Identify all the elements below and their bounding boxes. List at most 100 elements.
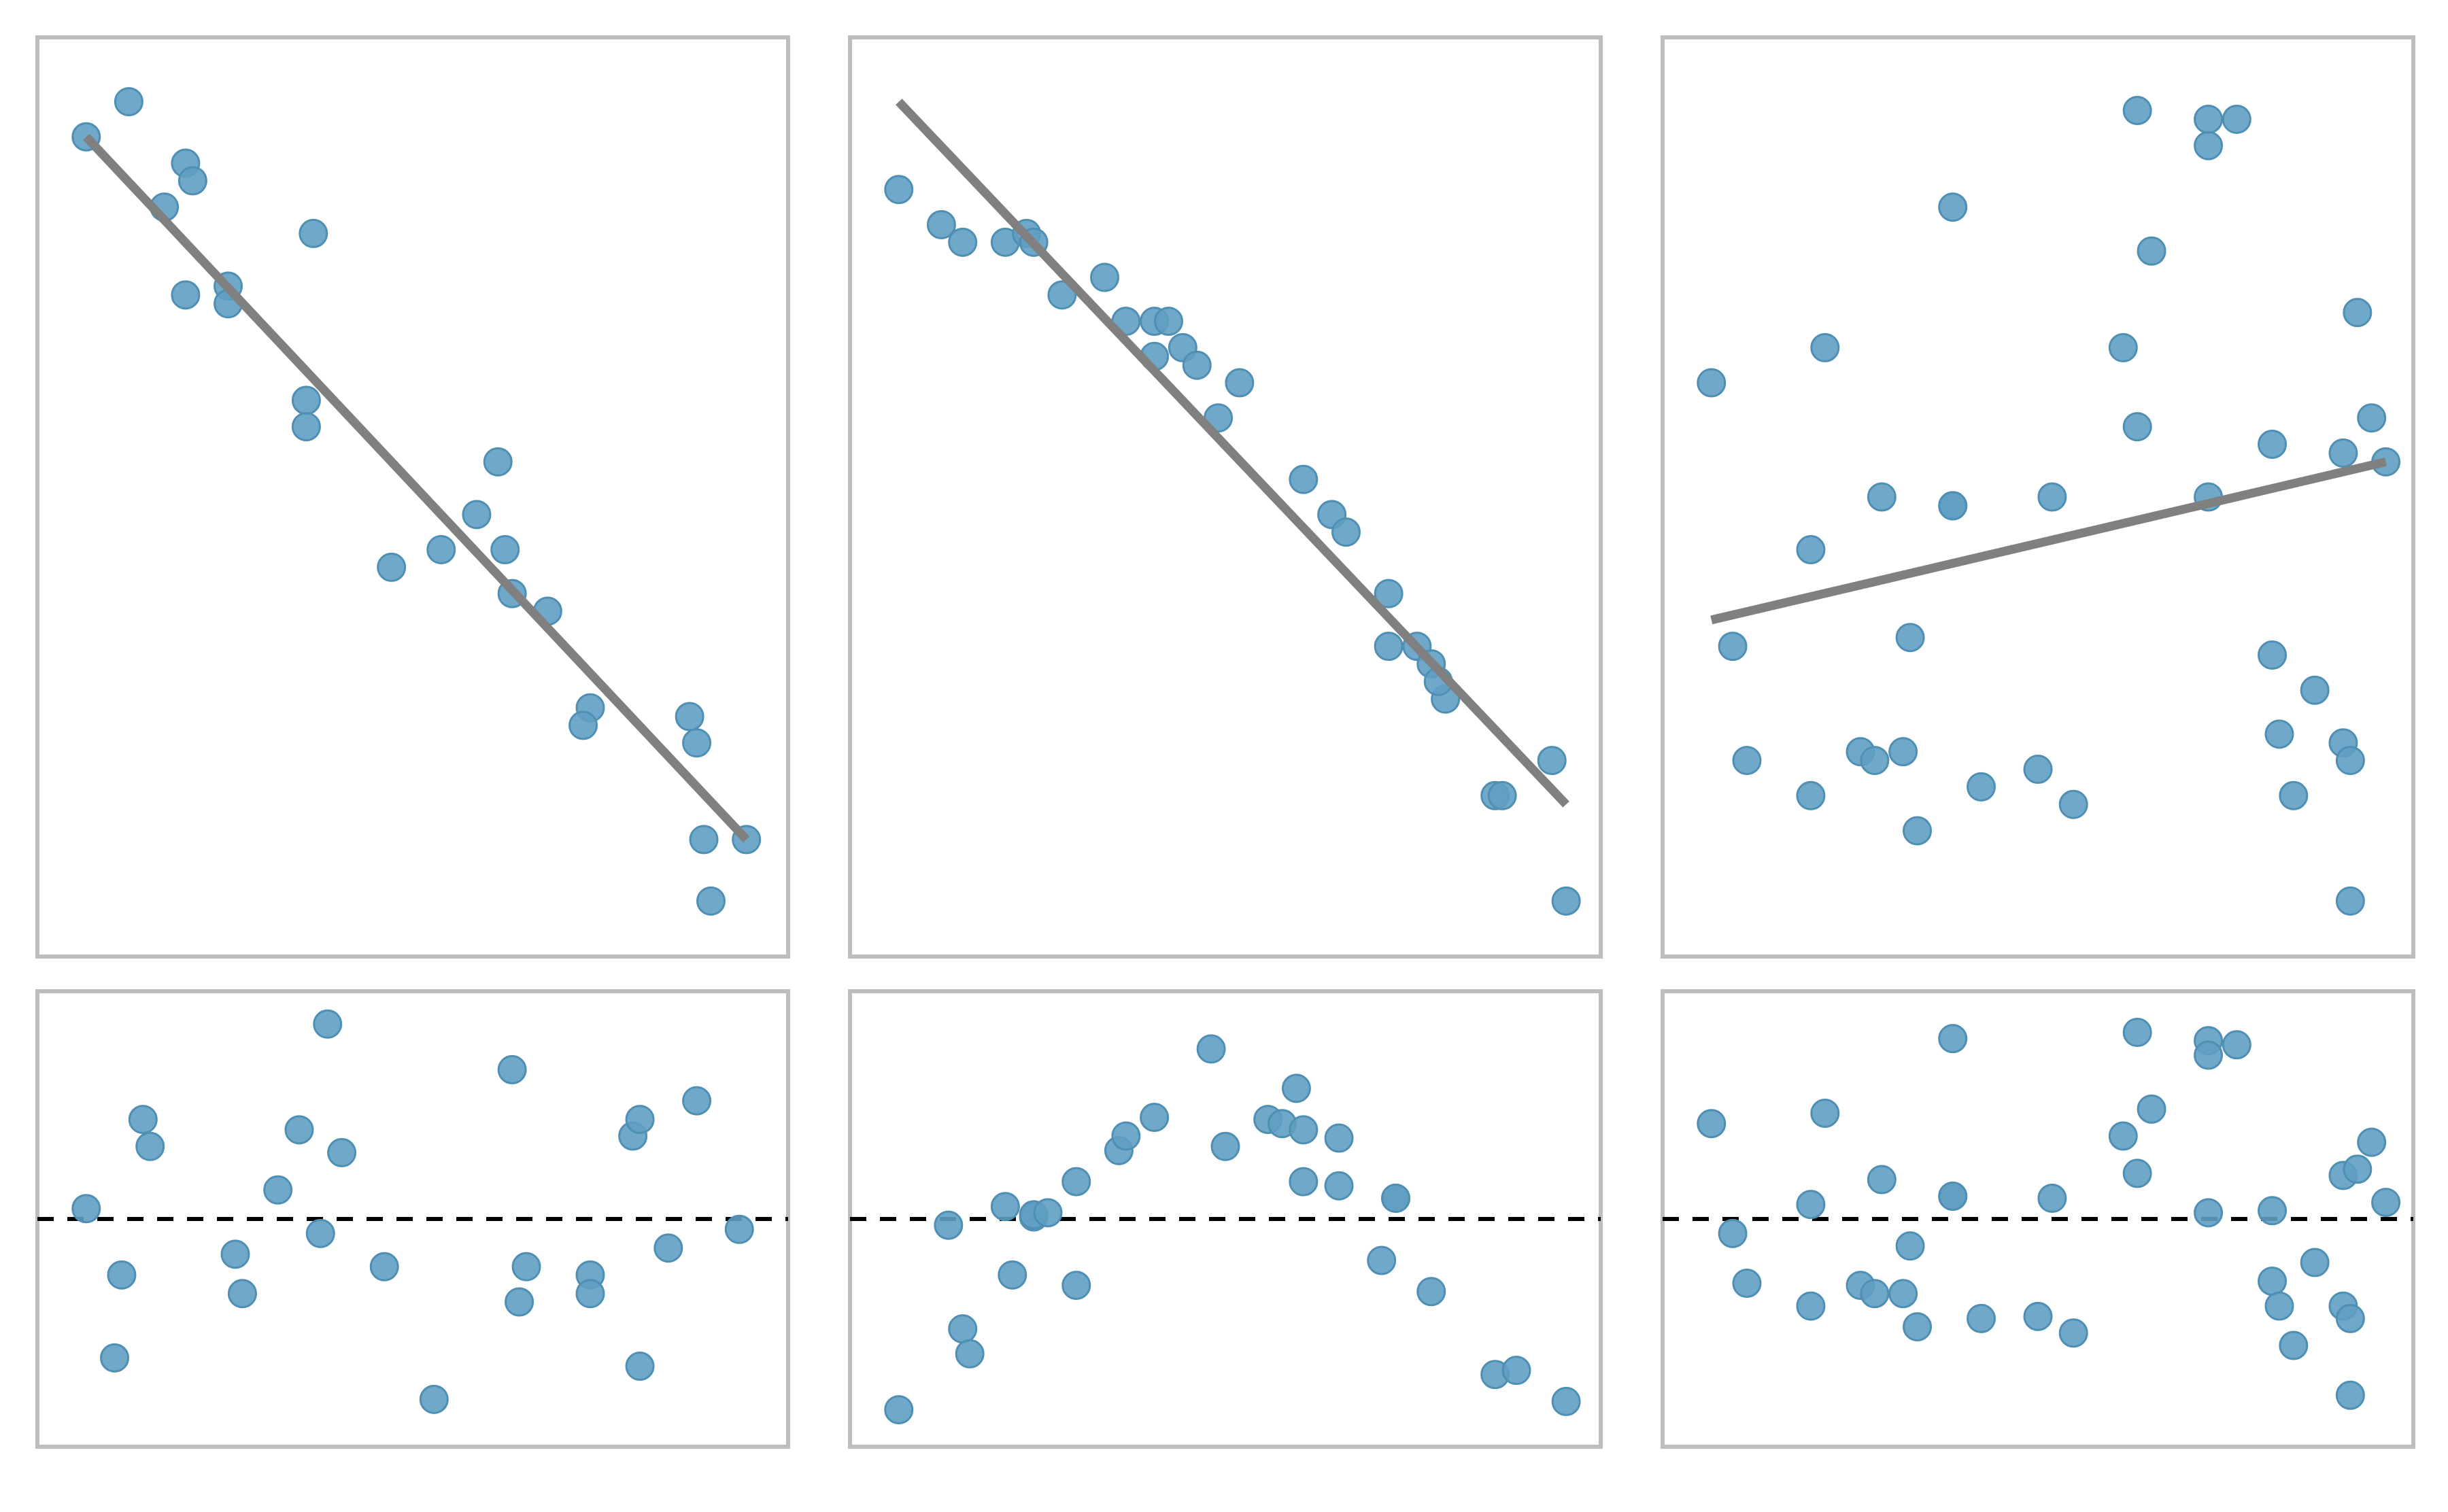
data-point: [1938, 491, 1968, 521]
data-point: [1810, 332, 1840, 362]
data-point: [1718, 1218, 1748, 1248]
data-point: [1732, 1269, 1762, 1299]
data-point: [1796, 535, 1826, 565]
data-point: [1903, 1312, 1933, 1342]
data-point: [369, 1252, 399, 1282]
data-point: [2194, 104, 2224, 134]
data-point: [305, 1218, 335, 1248]
data-point: [171, 280, 201, 310]
data-point: [291, 412, 321, 442]
data-point: [284, 1115, 314, 1145]
data-point: [1501, 1356, 1531, 1386]
data-point: [1324, 1123, 1354, 1153]
data-point: [1867, 1165, 1897, 1195]
data-point: [2023, 755, 2053, 785]
data-point: [1895, 1231, 1925, 1261]
data-point: [1938, 192, 1968, 222]
data-point: [653, 1233, 683, 1263]
data-point: [1697, 368, 1727, 398]
panel-top-left: [35, 35, 790, 959]
fit-line: [896, 99, 1569, 808]
data-point: [1047, 280, 1077, 310]
data-point: [2137, 1094, 2166, 1124]
data-point: [107, 1260, 137, 1290]
data-point: [2357, 403, 2387, 433]
data-point: [682, 728, 712, 758]
data-point: [2037, 1184, 2067, 1213]
data-point: [220, 1239, 250, 1269]
data-point: [1140, 1103, 1170, 1133]
data-point: [1895, 623, 1925, 653]
data-point: [114, 87, 143, 117]
data-point: [1867, 482, 1897, 512]
data-point: [1966, 1303, 1996, 1333]
data-point: [1111, 1121, 1141, 1151]
data-point: [2058, 789, 2088, 819]
data-point: [291, 385, 321, 415]
data-point: [1289, 1115, 1319, 1145]
data-point: [2264, 719, 2294, 749]
data-point: [1537, 746, 1567, 776]
data-point: [1860, 1279, 1890, 1309]
data-point: [263, 1175, 293, 1205]
data-point: [2335, 886, 2365, 916]
data-point: [2335, 1380, 2365, 1410]
data-point: [1196, 1034, 1226, 1064]
data-point: [1487, 780, 1517, 810]
data-point: [2343, 298, 2373, 328]
data-point: [71, 1194, 101, 1224]
panel-top-right: [1661, 35, 2415, 959]
data-point: [625, 1105, 655, 1135]
data-point: [426, 535, 456, 565]
data-point: [1210, 1131, 1240, 1161]
data-point: [462, 500, 492, 530]
data-point: [1289, 1167, 1319, 1197]
data-point: [1796, 780, 1826, 810]
data-point: [990, 1192, 1020, 1222]
data-point: [483, 447, 513, 477]
data-point: [2122, 412, 2152, 442]
data-point: [327, 1137, 357, 1167]
data-point: [2279, 780, 2309, 810]
data-point: [2023, 1301, 2053, 1331]
data-point: [1090, 262, 1120, 292]
data-point: [1153, 307, 1183, 337]
data-point: [675, 702, 704, 732]
data-point: [2258, 1267, 2288, 1296]
data-point: [1718, 632, 1748, 662]
data-point: [299, 218, 328, 248]
panel-bottom-middle: [848, 989, 1603, 1449]
data-point: [1903, 816, 1933, 846]
data-point: [1796, 1291, 1826, 1321]
data-point: [682, 1086, 712, 1116]
plot-frame: [848, 35, 1603, 959]
data-point: [2300, 675, 2330, 705]
data-point: [100, 1343, 130, 1373]
data-point: [227, 1279, 257, 1309]
data-point: [2343, 1154, 2373, 1184]
data-point: [926, 209, 956, 239]
data-point: [998, 1260, 1027, 1290]
data-point: [177, 166, 207, 196]
data-point: [2122, 1018, 2152, 1047]
data-point: [1367, 1245, 1397, 1275]
data-point: [1324, 1171, 1354, 1201]
data-point: [1033, 1198, 1063, 1228]
data-point: [2122, 1158, 2152, 1188]
data-point: [1182, 350, 1212, 380]
data-point: [511, 1252, 541, 1282]
data-point: [2037, 482, 2067, 512]
data-point: [2335, 1303, 2365, 1333]
data-point: [1061, 1167, 1091, 1197]
data-point: [2222, 104, 2251, 134]
data-point: [1938, 1024, 1968, 1054]
data-point: [377, 552, 407, 582]
data-point: [1938, 1181, 1968, 1211]
panel-bottom-right: [1661, 989, 2415, 1449]
fit-line: [83, 133, 750, 843]
fit-line: [1710, 457, 2387, 625]
data-point: [724, 1214, 754, 1244]
data-point: [696, 886, 726, 916]
data-point: [1888, 1279, 1918, 1309]
